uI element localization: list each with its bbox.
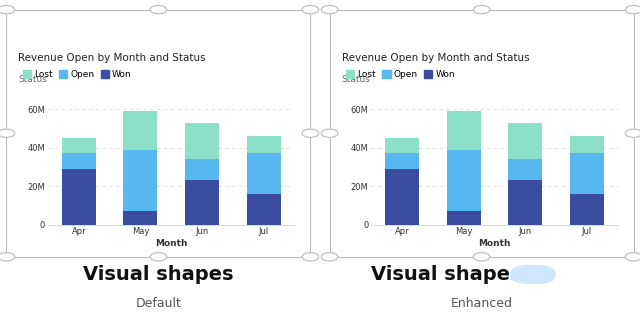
- Bar: [570, 194, 604, 225]
- Bar: [62, 153, 96, 169]
- Bar: [385, 153, 419, 225]
- Text: Visual shapes: Visual shapes: [83, 265, 234, 284]
- Bar: [508, 159, 542, 225]
- Legend: Lost, Open, Won: Lost, Open, Won: [23, 70, 132, 79]
- Bar: [385, 169, 419, 225]
- Bar: [185, 123, 219, 159]
- Text: Status: Status: [342, 75, 371, 84]
- Text: Enhanced: Enhanced: [451, 297, 513, 310]
- Bar: [570, 153, 604, 225]
- Bar: [62, 169, 96, 225]
- Text: New: New: [518, 268, 547, 281]
- Text: Visual shapes: Visual shapes: [371, 265, 522, 284]
- Bar: [570, 136, 604, 225]
- Bar: [447, 111, 481, 225]
- X-axis label: Month: Month: [478, 239, 511, 248]
- Text: Revenue Open by Month and Status: Revenue Open by Month and Status: [342, 53, 529, 63]
- Bar: [185, 159, 219, 180]
- Bar: [62, 138, 96, 153]
- Bar: [185, 180, 219, 225]
- Bar: [447, 150, 481, 225]
- Bar: [385, 138, 419, 225]
- Legend: Lost, Open, Won: Lost, Open, Won: [346, 70, 455, 79]
- Text: Revenue Open by Month and Status: Revenue Open by Month and Status: [19, 53, 206, 63]
- Bar: [508, 123, 542, 225]
- Bar: [447, 211, 481, 225]
- Bar: [246, 136, 280, 153]
- Bar: [246, 194, 280, 225]
- Text: Status: Status: [19, 75, 47, 84]
- Bar: [124, 150, 157, 211]
- Bar: [508, 180, 542, 225]
- Bar: [124, 111, 157, 150]
- Text: Default: Default: [136, 297, 181, 310]
- Bar: [246, 153, 280, 194]
- Bar: [124, 211, 157, 225]
- X-axis label: Month: Month: [155, 239, 188, 248]
